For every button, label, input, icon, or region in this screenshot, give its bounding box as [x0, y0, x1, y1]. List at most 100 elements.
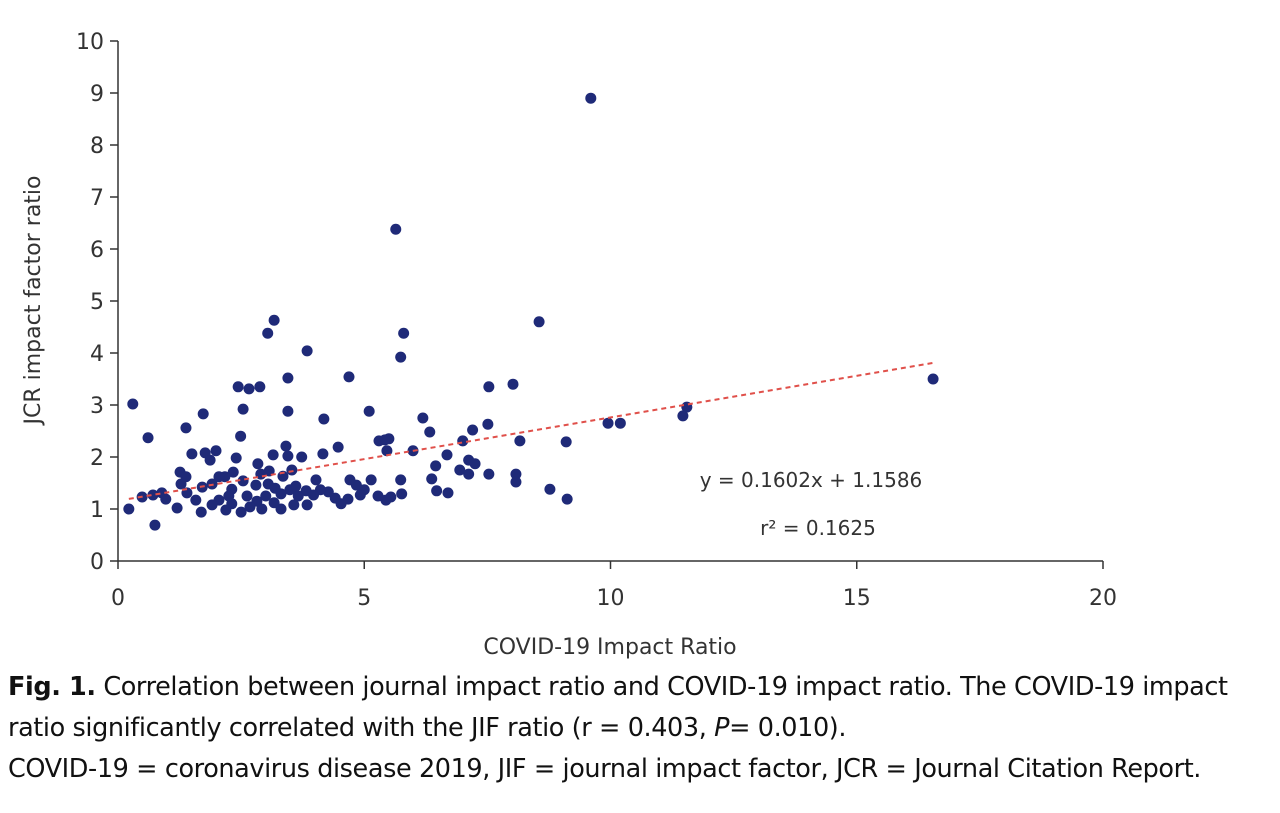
point: [431, 485, 443, 497]
point: [127, 398, 139, 410]
point: [372, 490, 384, 502]
point: [269, 482, 281, 494]
y-tick-label: 1: [90, 498, 104, 523]
y-tick-label: 9: [90, 82, 104, 107]
y-tick-label: 4: [90, 342, 104, 367]
point: [288, 499, 300, 511]
point: [262, 327, 274, 339]
point: [254, 381, 266, 393]
chart: COVID-19 Impact Ratio JCR impact factor …: [21, 30, 1117, 660]
point: [585, 92, 597, 104]
caption-label: Fig. 1.: [8, 672, 96, 702]
point: [441, 449, 453, 461]
point: [232, 381, 244, 393]
point: [210, 445, 222, 457]
point: [310, 474, 322, 486]
point: [149, 519, 161, 531]
y-tick-label: 8: [90, 134, 104, 159]
point: [206, 499, 218, 511]
point: [390, 223, 402, 235]
point: [332, 441, 344, 453]
point: [244, 501, 256, 513]
point: [220, 504, 232, 516]
point: [343, 371, 355, 383]
point: [142, 432, 154, 444]
point: [290, 480, 302, 492]
point: [417, 412, 429, 424]
point: [256, 503, 268, 515]
point: [442, 487, 454, 499]
point: [282, 372, 294, 384]
point: [197, 408, 209, 420]
y-tick-label: 0: [90, 550, 104, 575]
point: [268, 497, 280, 509]
point: [282, 405, 294, 417]
point: [180, 471, 192, 483]
point: [241, 490, 253, 502]
x-tick-label: 10: [597, 586, 625, 611]
point: [395, 351, 407, 363]
y-tick-label: 3: [90, 394, 104, 419]
point: [292, 490, 304, 502]
point: [235, 430, 247, 442]
point: [190, 494, 202, 506]
point: [467, 424, 479, 436]
point: [213, 471, 225, 483]
point: [424, 426, 436, 438]
point: [398, 327, 410, 339]
point: [230, 452, 242, 464]
y-tick-label: 5: [90, 290, 104, 315]
point: [483, 381, 495, 393]
point: [507, 378, 519, 390]
point: [156, 487, 168, 499]
point: [677, 410, 689, 422]
point: [186, 448, 198, 460]
x-tick-label: 0: [111, 586, 125, 611]
x-axis-label: COVID-19 Impact Ratio: [483, 635, 736, 660]
point: [395, 474, 407, 486]
point: [301, 345, 313, 357]
point: [396, 488, 408, 500]
point: [463, 468, 475, 480]
point: [363, 405, 375, 417]
point: [237, 403, 249, 415]
point: [560, 436, 572, 448]
point: [235, 506, 247, 518]
annotation: y = 0.1602x + 1.1586: [700, 468, 923, 492]
point: [426, 473, 438, 485]
point: [300, 485, 312, 497]
point: [318, 413, 330, 425]
caption-footnote: COVID-19 = coronavirus disease 2019, JIF…: [8, 754, 1202, 784]
point: [344, 474, 356, 486]
trendline: [128, 361, 934, 500]
point: [561, 493, 573, 505]
point: [267, 449, 279, 461]
caption-text: Correlation between journal impact ratio…: [8, 672, 1228, 743]
point: [301, 499, 313, 511]
y-tick-label: 7: [90, 186, 104, 211]
point: [354, 489, 366, 501]
point: [379, 434, 391, 446]
point: [123, 503, 135, 515]
point: [252, 458, 264, 470]
point: [268, 314, 280, 326]
point: [227, 466, 239, 478]
point: [195, 506, 207, 518]
point: [514, 435, 526, 447]
point: [510, 468, 522, 480]
caption-italic: P: [714, 713, 730, 743]
point: [286, 464, 298, 476]
point: [223, 490, 235, 502]
annotation: r² = 0.1625: [760, 516, 876, 540]
point: [510, 476, 522, 488]
point: [381, 445, 393, 457]
x-tick-label: 5: [357, 586, 371, 611]
y-tick-label: 10: [76, 30, 104, 55]
point: [147, 489, 159, 501]
point: [243, 383, 255, 395]
x-tick-label: 20: [1089, 586, 1117, 611]
point: [282, 450, 294, 462]
point: [927, 373, 939, 385]
y-tick-label: 2: [90, 446, 104, 471]
